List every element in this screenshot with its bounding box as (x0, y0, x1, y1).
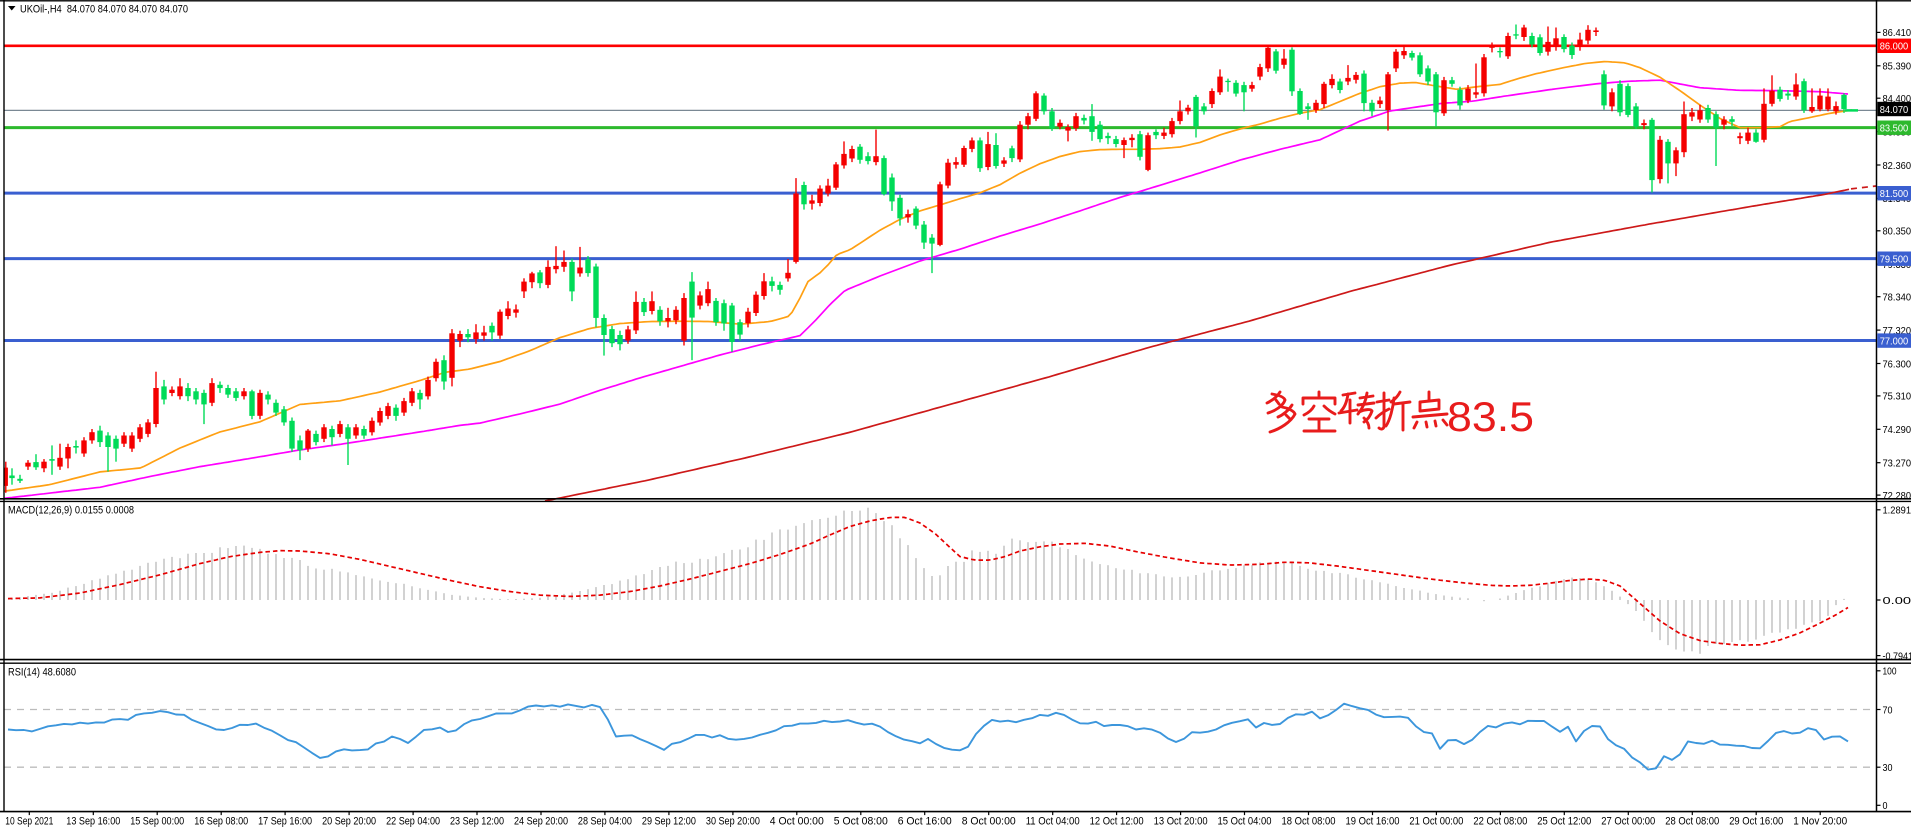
svg-text:82.360: 82.360 (1883, 161, 1911, 172)
svg-text:13 Oct 20:00: 13 Oct 20:00 (1154, 816, 1208, 828)
svg-text:100: 100 (1883, 667, 1897, 678)
svg-text:15 Oct 04:00: 15 Oct 04:00 (1218, 816, 1272, 828)
svg-text:70: 70 (1883, 705, 1893, 716)
svg-text:83.500: 83.500 (1880, 124, 1909, 135)
svg-text:85.390: 85.390 (1883, 62, 1911, 73)
svg-text:86.000: 86.000 (1880, 42, 1909, 53)
svg-text:81.500: 81.500 (1880, 189, 1909, 200)
svg-text:0: 0 (1883, 801, 1888, 812)
svg-text:30 Sep 20:00: 30 Sep 20:00 (706, 816, 760, 828)
svg-text:75.310: 75.310 (1883, 392, 1911, 403)
svg-text:6 Oct 16:00: 6 Oct 16:00 (898, 816, 952, 828)
svg-text:24 Sep 20:00: 24 Sep 20:00 (514, 816, 568, 828)
svg-text:16 Sep 08:00: 16 Sep 08:00 (194, 816, 248, 828)
svg-text:1.2891: 1.2891 (1883, 506, 1911, 517)
svg-text:22 Oct 08:00: 22 Oct 08:00 (1473, 816, 1527, 828)
svg-text:RSI(14) 48.6080: RSI(14) 48.6080 (8, 667, 76, 679)
svg-text:13 Sep 16:00: 13 Sep 16:00 (66, 816, 120, 828)
svg-text:1 Nov 20:00: 1 Nov 20:00 (1793, 816, 1847, 828)
svg-text:83.5: 83.5 (1447, 393, 1534, 440)
svg-text:73.270: 73.270 (1883, 459, 1911, 470)
svg-text:28 Sep 04:00: 28 Sep 04:00 (578, 816, 632, 828)
svg-text:19 Oct 16:00: 19 Oct 16:00 (1346, 816, 1400, 828)
svg-text:84.070: 84.070 (1880, 105, 1909, 116)
svg-text:0.00: 0.00 (1883, 596, 1911, 607)
svg-text:77.000: 77.000 (1880, 336, 1909, 347)
svg-text:5 Oct 08:00: 5 Oct 08:00 (834, 816, 888, 828)
svg-text:29 Sep 12:00: 29 Sep 12:00 (642, 816, 696, 828)
svg-text:84.400: 84.400 (1883, 94, 1911, 105)
svg-text:86.410: 86.410 (1883, 28, 1911, 39)
svg-text:28 Oct 08:00: 28 Oct 08:00 (1665, 816, 1719, 828)
svg-text:UKOil-,H4 84.070 84.070 84.07: UKOil-,H4 84.070 84.070 84.070 84.070 (20, 4, 188, 16)
svg-text:15 Sep 00:00: 15 Sep 00:00 (130, 816, 184, 828)
svg-text:21 Oct 00:00: 21 Oct 00:00 (1409, 816, 1463, 828)
svg-text:12 Oct 12:00: 12 Oct 12:00 (1090, 816, 1144, 828)
svg-text:8 Oct 00:00: 8 Oct 00:00 (962, 816, 1016, 828)
svg-text:78.340: 78.340 (1883, 293, 1911, 304)
svg-text:76.300: 76.300 (1883, 359, 1911, 370)
svg-text:72.280: 72.280 (1883, 491, 1911, 502)
svg-text:80.350: 80.350 (1883, 227, 1911, 238)
svg-text:22 Sep 04:00: 22 Sep 04:00 (386, 816, 440, 828)
svg-text:29 Oct 16:00: 29 Oct 16:00 (1729, 816, 1783, 828)
svg-text:27 Oct 00:00: 27 Oct 00:00 (1601, 816, 1655, 828)
svg-text:20 Sep 20:00: 20 Sep 20:00 (322, 816, 376, 828)
svg-text:23 Sep 12:00: 23 Sep 12:00 (450, 816, 504, 828)
svg-text:-0.7941: -0.7941 (1883, 651, 1911, 662)
svg-text:4 Oct 00:00: 4 Oct 00:00 (770, 816, 824, 828)
svg-text:25 Oct 12:00: 25 Oct 12:00 (1537, 816, 1591, 828)
svg-text:79.500: 79.500 (1880, 255, 1909, 266)
svg-text:MACD(12,26,9) 0.0155 0.0008: MACD(12,26,9) 0.0155 0.0008 (8, 505, 134, 517)
svg-text:74.290: 74.290 (1883, 425, 1911, 436)
svg-text:10 Sep 2021: 10 Sep 2021 (5, 816, 53, 828)
svg-text:18 Oct 08:00: 18 Oct 08:00 (1282, 816, 1336, 828)
svg-text:17 Sep 16:00: 17 Sep 16:00 (258, 816, 312, 828)
svg-text:11 Oct 04:00: 11 Oct 04:00 (1026, 816, 1080, 828)
svg-text:77.320: 77.320 (1883, 326, 1911, 337)
svg-text:30: 30 (1883, 763, 1893, 774)
